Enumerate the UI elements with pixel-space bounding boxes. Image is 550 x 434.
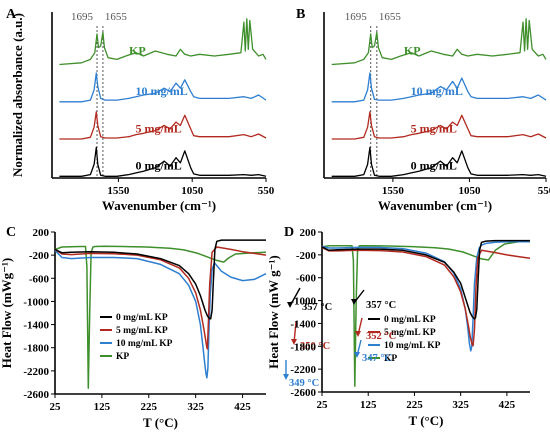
series-label-10-mg-ml: 10 mg/mL (411, 84, 463, 98)
y-tick-label: 200 (300, 227, 317, 239)
y-tick-label: -1400 (290, 318, 316, 330)
x-tick-label: 225 (141, 401, 158, 413)
series-line-0-mg-ml-kp (54, 239, 266, 320)
y-tick-label: -600 (29, 273, 50, 285)
y-tick-label: -2200 (23, 366, 49, 378)
series-line-5-mg-ml (331, 111, 547, 140)
reference-label: 1695 (345, 11, 368, 23)
panel-b-ftir-chart: B 1695 1655 KP 10 mg/mL 5 mg/mL 0 mg/mL 1550 105… (296, 7, 550, 213)
peak-annotation: 357 °C (302, 302, 332, 313)
reference-label: 1655 (379, 11, 402, 23)
legend-label-0-mg-ml-kp: 0 mg/mL KP (116, 313, 168, 323)
panel-letter: A (6, 7, 17, 22)
x-tick-label: 325 (187, 401, 204, 413)
y-tick-label: -200 (29, 250, 50, 262)
panel-letter: D (284, 225, 294, 240)
peak-annotation: 347 °C (362, 353, 392, 364)
legend-label-kp: KP (116, 352, 129, 362)
series-line-10-mg-ml (59, 72, 267, 103)
peak-annotation: 350 °C (300, 341, 330, 352)
peak-arrow-head (355, 331, 361, 337)
y-tick-label: -1400 (23, 320, 49, 332)
x-axis-title: T (°C) (409, 413, 444, 428)
series-label-0-mg-ml: 0 mg/mL (135, 159, 181, 173)
x-tick-label: 1050 (458, 185, 481, 197)
peak-arrow-head (354, 352, 360, 358)
legend-label-0-mg-ml-kp: 0 mg/mL KP (384, 315, 436, 325)
series-line-10-mg-ml (331, 72, 547, 103)
legend-label-5-mg-ml-kp: 5 mg/mL KP (384, 328, 436, 338)
series-line-10-mg-ml-kp (321, 240, 530, 352)
x-tick-label: 125 (360, 399, 377, 411)
legend-label-5-mg-ml-kp: 5 mg/mL KP (116, 326, 168, 336)
x-axis-title: Wavenumber (cm⁻¹) (378, 198, 492, 213)
x-tick-label: 25 (317, 399, 329, 411)
legend-label-kp: KP (384, 354, 397, 364)
series-line-0-mg-ml-kp (321, 239, 530, 320)
reference-label: 1655 (105, 11, 128, 23)
x-axis-title: T (°C) (143, 415, 178, 430)
series-label-10-mg-ml: 10 mg/mL (135, 84, 187, 98)
series-label-5-mg-ml: 5 mg/mL (411, 121, 457, 135)
x-tick-label: 225 (406, 399, 423, 411)
y-tick-label: -2600 (23, 389, 49, 401)
y-axis-title: Normalized absorbance (a.u.) (10, 13, 25, 177)
legend: 0 mg/mL KP 5 mg/mL KP 10 mg/mL KP KP (100, 313, 173, 362)
series-line-5-mg-ml (59, 111, 267, 140)
reference-label: 1695 (71, 11, 94, 23)
peak-arrow-head (287, 302, 293, 308)
y-tick-label: -2200 (290, 364, 316, 376)
x-tick-label: 325 (452, 399, 469, 411)
peak-arrow-head (351, 299, 357, 305)
y-axis-title: Heat Flow (mWg⁻¹) (0, 258, 14, 368)
peak-annotation: 349 °C (289, 378, 319, 389)
legend-label-10-mg-ml-kp: 10 mg/mL KP (116, 339, 173, 349)
y-tick-label: -1000 (290, 296, 316, 308)
series-label-0-mg-ml: 0 mg/mL (411, 159, 457, 173)
x-tick-label: 1050 (181, 185, 204, 197)
series-label-kp: KP (404, 43, 421, 57)
legend: 0 mg/mL KP 5 mg/mL KP 10 mg/mL KP KP (368, 315, 441, 364)
series-line-10-mg-ml-kp (54, 249, 267, 379)
y-tick-label: -200 (296, 250, 317, 262)
y-tick-label: -1800 (290, 341, 316, 353)
series-line-0-mg-ml (331, 146, 547, 177)
x-tick-label: 550 (538, 185, 550, 197)
series-line-0-mg-ml (59, 146, 267, 177)
x-tick-label: 550 (258, 185, 275, 197)
x-tick-label: 25 (50, 401, 62, 413)
series-line-kp (331, 18, 547, 66)
peak-arrow-head (291, 339, 297, 345)
peak-arrow-head (283, 374, 289, 380)
y-axis-title: Heat Flow (mW g⁻¹) (266, 255, 281, 368)
legend-label-10-mg-ml-kp: 10 mg/mL KP (384, 341, 441, 351)
peak-annotation: 352 °C (366, 331, 396, 342)
x-axis-title: Wavenumber (cm⁻¹) (102, 198, 216, 213)
x-tick-label: 425 (234, 401, 251, 413)
y-tick-label: 200 (33, 227, 50, 239)
peak-annotation: 357 °C (366, 300, 396, 311)
series-line-kp (59, 18, 267, 66)
series-label-5-mg-ml: 5 mg/mL (135, 121, 181, 135)
y-tick-label: -2600 (290, 387, 316, 399)
x-tick-label: 125 (94, 401, 111, 413)
series-line-kp (321, 240, 531, 388)
y-tick-label: -1000 (23, 296, 49, 308)
panel-a-ftir-chart: A 1695 1655 KP 10 mg/mL 5 mg/mL 0 mg/mL 1550 105… (6, 7, 275, 213)
series-label-kp: KP (129, 43, 146, 57)
panel-letter: B (296, 7, 305, 22)
series-line-kp (54, 245, 267, 389)
series-line-5-mg-ml-kp (54, 246, 267, 350)
x-tick-label: 1550 (107, 185, 130, 197)
y-tick-label: -600 (296, 273, 317, 285)
panel-letter: C (6, 225, 16, 240)
series-line-5-mg-ml-kp (321, 246, 531, 347)
y-tick-label: -1800 (23, 343, 49, 355)
x-tick-label: 425 (499, 399, 516, 411)
x-tick-label: 1550 (382, 185, 405, 197)
